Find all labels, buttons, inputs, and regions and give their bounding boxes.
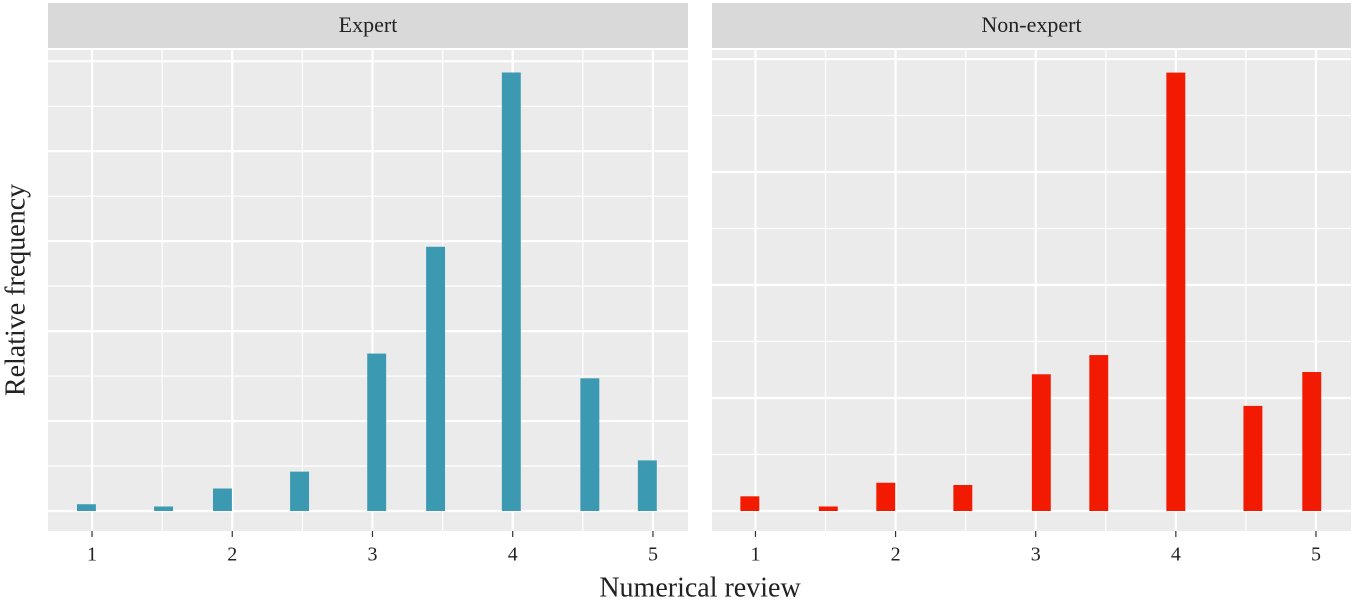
panel-title: Non-expert: [981, 12, 1081, 37]
bar: [637, 460, 657, 511]
bar: [580, 378, 600, 511]
x-tick-label: 4: [508, 544, 518, 566]
x-tick-label: 1: [750, 544, 760, 566]
x-tick-label: 1: [87, 544, 97, 566]
bar: [818, 506, 838, 512]
strip: [48, 3, 688, 48]
x-tick-label: 5: [1311, 544, 1321, 566]
bar: [1302, 372, 1322, 512]
x-tick-label: 3: [1031, 544, 1041, 566]
x-axis-label: Numerical review: [599, 572, 801, 603]
bar: [1166, 72, 1186, 512]
bar: [290, 471, 310, 511]
bar: [1089, 355, 1109, 512]
x-tick-label: 3: [367, 544, 377, 566]
bar: [953, 485, 973, 512]
bar: [1243, 405, 1263, 512]
x-tick-label: 2: [891, 544, 901, 566]
x-tick-label: 2: [227, 544, 237, 566]
x-tick-label: 4: [1171, 544, 1181, 566]
bar: [212, 488, 232, 511]
bar: [367, 353, 387, 511]
bar: [501, 72, 521, 511]
panel-title: Expert: [339, 12, 398, 37]
bar: [76, 504, 96, 511]
strip: [712, 3, 1351, 48]
y-axis-label: Relative frequency: [0, 184, 31, 396]
bar: [154, 506, 174, 511]
bar: [426, 246, 446, 511]
bar: [876, 482, 896, 512]
bar: [740, 496, 760, 512]
bar: [1031, 374, 1051, 512]
x-tick-label: 5: [648, 544, 658, 566]
